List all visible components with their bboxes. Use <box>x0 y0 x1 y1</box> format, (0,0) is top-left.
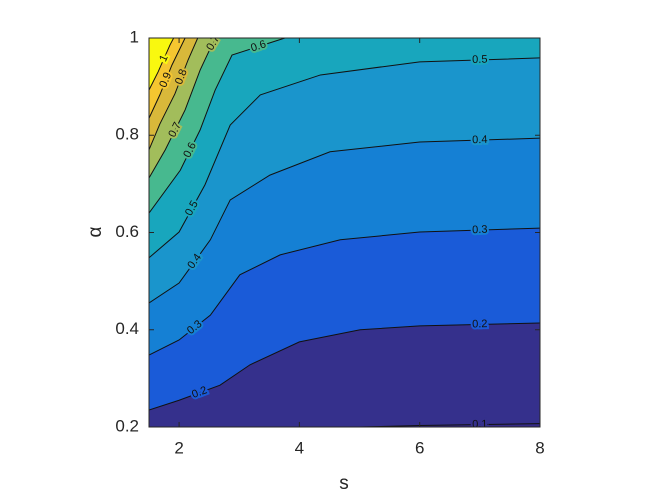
y-tick-label: 0.4 <box>115 319 139 338</box>
contour-label: 0.3 <box>472 224 488 236</box>
contour-label: 0.2 <box>472 318 488 330</box>
y-tick-label: 1 <box>130 27 139 46</box>
contour-line <box>149 38 217 179</box>
contour-line <box>149 38 286 214</box>
y-tick-label: 0.2 <box>115 416 139 435</box>
x-tick-label: 4 <box>295 438 304 457</box>
contour-fill <box>149 38 540 258</box>
contour-line <box>149 227 540 356</box>
x-tick-label: 2 <box>174 438 183 457</box>
plot-area: 0.10.20.20.30.30.40.40.50.50.60.60.70.70… <box>149 38 540 430</box>
y-tick-label: 0.6 <box>115 222 139 241</box>
contour-line <box>149 57 540 259</box>
y-axis-label: α <box>85 226 106 237</box>
x-tick-label: 8 <box>535 438 544 457</box>
contour-line <box>149 322 540 411</box>
x-axis-label: s <box>339 473 349 494</box>
contour-label: 0.4 <box>472 134 488 146</box>
contour-line <box>149 38 199 151</box>
contour-line <box>149 137 540 304</box>
contour-line <box>149 38 175 91</box>
contour-label: 0.1 <box>472 418 487 430</box>
contour-line <box>149 38 186 119</box>
axes: 2 4 6 8 0.2 0.4 0.6 0.8 1 <box>115 27 544 457</box>
x-tick-label: 6 <box>415 438 424 457</box>
contour-label: 0.5 <box>472 54 488 66</box>
y-tick-label: 0.8 <box>115 125 139 144</box>
